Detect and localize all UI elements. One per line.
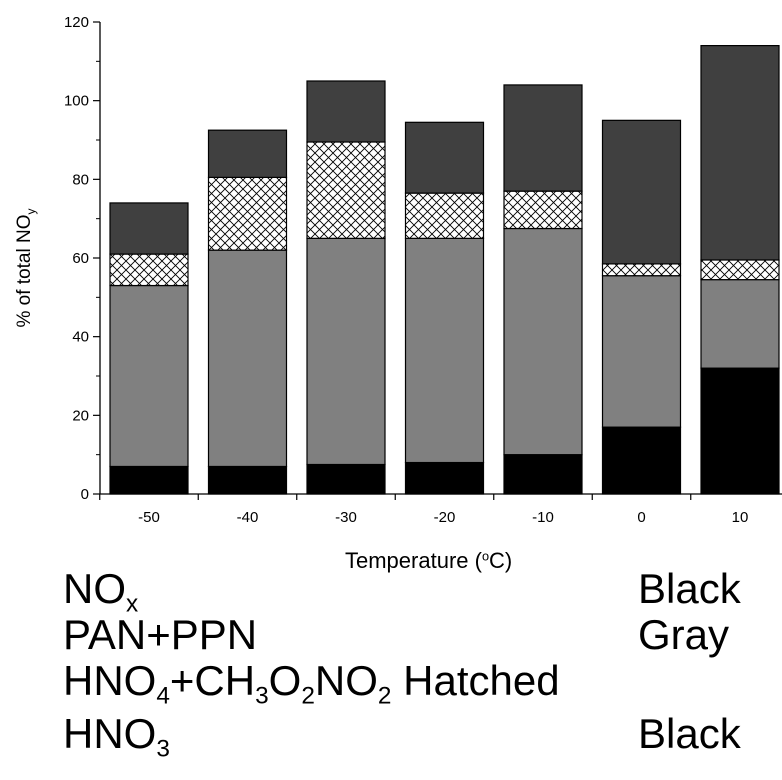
bar-hno4-ch3o2no2-1: [207, 176, 288, 251]
x-tick-label: -40: [237, 509, 259, 526]
legend-entry: PAN+PPN: [63, 611, 258, 658]
y-tick-label: 60: [72, 250, 89, 267]
legend-color-label: Gray: [638, 611, 730, 658]
x-tick-label: 10: [732, 509, 749, 526]
y-tick-label: 80: [72, 171, 89, 188]
bar-hno4-ch3o2no2-3: [404, 192, 485, 239]
y-tick-label: 100: [64, 93, 89, 110]
x-axis-label: Temperature (oC): [345, 548, 513, 573]
bar-nox-4: [503, 454, 583, 495]
x-tick-label: 0: [637, 509, 645, 526]
bar-hno4-ch3o2no2-0: [109, 253, 189, 287]
x-tick-label: -30: [335, 509, 357, 526]
stacked-bar-chart: 0 20 40 60 80 100 120 -50 -40 -30 -20 -10 0 10 % of to…: [14, 14, 782, 526]
bar-nox-3: [404, 461, 485, 495]
legend-entry: HNO3: [63, 710, 170, 763]
legend-color-label: Black: [638, 710, 741, 757]
bar-hno3-6: [700, 44, 780, 261]
x-tick-label: -10: [532, 509, 554, 526]
x-tick-label: -20: [434, 509, 456, 526]
bar-nox-2: [306, 463, 386, 495]
x-tick-label: -50: [138, 509, 160, 526]
y-axis-label: % of total NOy: [14, 209, 38, 328]
y-tick-label: 40: [72, 329, 89, 346]
bar-pan-ppn-6: [700, 279, 780, 369]
bar-pan-ppn-4: [503, 227, 583, 456]
bar-hno3-5: [601, 119, 682, 265]
y-tick-label: 120: [64, 14, 89, 31]
bar-hno3-3: [404, 121, 485, 194]
bar-nox-5: [601, 426, 682, 495]
bar-hno4-ch3o2no2-4: [503, 190, 583, 230]
bar-nox-6: [700, 367, 780, 495]
legend-entry: NOx: [63, 565, 139, 618]
bar-hno4-ch3o2no2-6: [700, 259, 780, 281]
bar-pan-ppn-5: [601, 275, 682, 428]
bar-hno4-ch3o2no2-2: [306, 141, 386, 239]
y-tick-label: 20: [72, 407, 89, 424]
bar-hno3-1: [207, 129, 288, 178]
bar-pan-ppn-3: [404, 237, 485, 464]
bar-pan-ppn-1: [207, 249, 288, 468]
bar-hno3-4: [503, 84, 583, 192]
legend-entry: HNO4+CH3O2NO2 Hatched: [63, 657, 560, 710]
bar-hno4-ch3o2no2-5: [601, 263, 682, 277]
bar-nox-1: [207, 465, 288, 495]
y-tick-label: 0: [81, 486, 89, 503]
bar-hno3-0: [109, 202, 189, 255]
bar-pan-ppn-2: [306, 237, 386, 466]
legend-color-label: Black: [638, 565, 741, 612]
bar-pan-ppn-0: [109, 284, 189, 468]
bar-hno3-2: [306, 80, 386, 143]
bar-nox-0: [109, 465, 189, 495]
